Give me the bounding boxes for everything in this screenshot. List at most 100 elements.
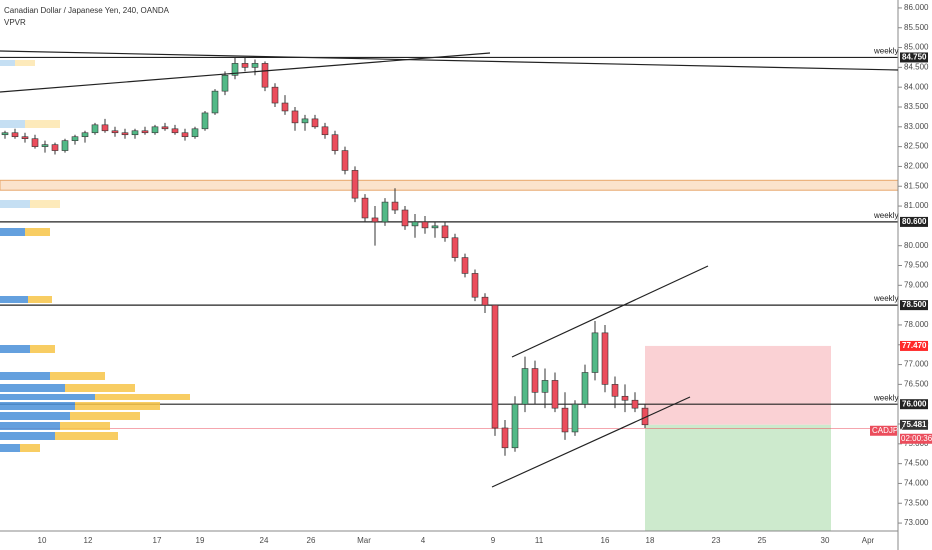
candle-body <box>381 201 389 223</box>
candle-body <box>421 221 429 229</box>
countdown-label: 02:00:36 <box>901 434 932 443</box>
candle-body <box>241 63 249 68</box>
candle-body <box>561 407 569 433</box>
candle-body <box>51 144 59 151</box>
stop-zone <box>645 345 831 425</box>
candle-body <box>411 221 419 227</box>
candle-body <box>161 126 169 130</box>
x-tick-label: 18 <box>646 536 655 545</box>
y-tick-label: 84.000 <box>904 82 929 91</box>
y-tick-label: 82.500 <box>904 142 929 151</box>
stop-label: 77.470 <box>902 341 927 350</box>
candle-body <box>521 368 529 405</box>
y-tick-label: 81.500 <box>904 181 929 190</box>
candle-body <box>171 128 179 134</box>
candle-body <box>291 110 299 124</box>
zone <box>0 179 899 191</box>
entry-label: 75.481 <box>902 420 927 429</box>
candle-body <box>151 126 159 134</box>
candle-body <box>571 403 579 433</box>
candle-body <box>21 136 29 139</box>
x-tick-label: 23 <box>712 536 721 545</box>
x-tick-label: 12 <box>84 536 93 545</box>
y-tick-label: 85.000 <box>904 43 929 52</box>
candle-body <box>211 90 219 114</box>
candle-body <box>1 132 9 136</box>
candle-body <box>191 128 199 138</box>
candle-body <box>121 132 129 136</box>
candle-body <box>31 138 39 147</box>
x-tick-label: 26 <box>307 536 316 545</box>
entry-tag <box>900 419 928 430</box>
candle-body <box>231 63 239 76</box>
symbol-label: CADJPY <box>872 426 904 435</box>
chart-subtitle: VPVR <box>4 18 26 27</box>
candle-body <box>481 296 489 306</box>
y-tick-label: 74.500 <box>904 459 929 468</box>
y-tick-label: 86.000 <box>904 3 929 12</box>
candle-body <box>491 304 499 429</box>
symbol-tag <box>870 425 897 436</box>
candle-body <box>321 126 329 136</box>
plot <box>0 56 899 531</box>
y-tick-label: 79.000 <box>904 280 929 289</box>
candle-body <box>511 403 519 449</box>
trend-line <box>0 50 899 71</box>
candle-body <box>601 332 609 385</box>
candle-body <box>261 63 269 88</box>
y-tick-label: 76.500 <box>904 379 929 388</box>
candle-body <box>431 225 439 229</box>
candle-body <box>351 170 359 199</box>
candle-body <box>391 201 399 211</box>
countdown-tag <box>900 433 932 444</box>
level-note: weekly <box>873 211 898 220</box>
x-tick-label: 4 <box>421 536 426 545</box>
y-tick-label: 77.000 <box>904 360 929 369</box>
candle-body <box>331 134 339 151</box>
y-tick-label: 81.000 <box>904 201 929 210</box>
x-tick-label: Apr <box>862 536 875 545</box>
y-tick-label: 82.000 <box>904 162 929 171</box>
y-tick-label: 78.000 <box>904 320 929 329</box>
candle-body <box>81 132 89 138</box>
x-tick-label: Mar <box>357 536 371 545</box>
candle-body <box>71 136 79 141</box>
x-tick-label: 24 <box>260 536 269 545</box>
candle-body <box>221 74 229 92</box>
candle-body <box>111 130 119 134</box>
candle-body <box>541 380 549 393</box>
candle-body <box>501 427 509 449</box>
level-tag <box>900 300 928 311</box>
x-tick-label: 10 <box>38 536 47 545</box>
candle-body <box>451 237 459 258</box>
candle-body <box>11 132 19 138</box>
level-note: weekly <box>873 294 898 303</box>
candle-body <box>341 150 349 171</box>
trend-line <box>491 396 691 488</box>
candle-body <box>61 140 69 151</box>
stop-tag <box>900 340 928 351</box>
candle-body <box>131 130 139 136</box>
y-tick-label: 83.500 <box>904 102 929 111</box>
x-tick-label: 16 <box>601 536 610 545</box>
level-label: 80.600 <box>902 217 927 226</box>
candle-body <box>91 124 99 134</box>
level-label: 78.500 <box>902 300 927 309</box>
x-tick-label: 9 <box>491 536 496 545</box>
candle-body <box>371 217 379 223</box>
y-tick-label: 79.500 <box>904 261 929 270</box>
y-tick-label: 85.500 <box>904 23 929 32</box>
candle-body <box>271 86 279 104</box>
candle-body <box>591 332 599 373</box>
candle-body <box>101 124 109 132</box>
candle-body <box>201 112 209 130</box>
y-tick-label: 74.000 <box>904 479 929 488</box>
candle-body <box>551 380 559 409</box>
level-tag <box>900 399 928 410</box>
y-tick-label: 84.500 <box>904 62 929 71</box>
level-tag <box>900 216 928 227</box>
candle-body <box>361 197 369 219</box>
level-label: 84.750 <box>902 53 927 62</box>
candle-body <box>461 257 469 274</box>
